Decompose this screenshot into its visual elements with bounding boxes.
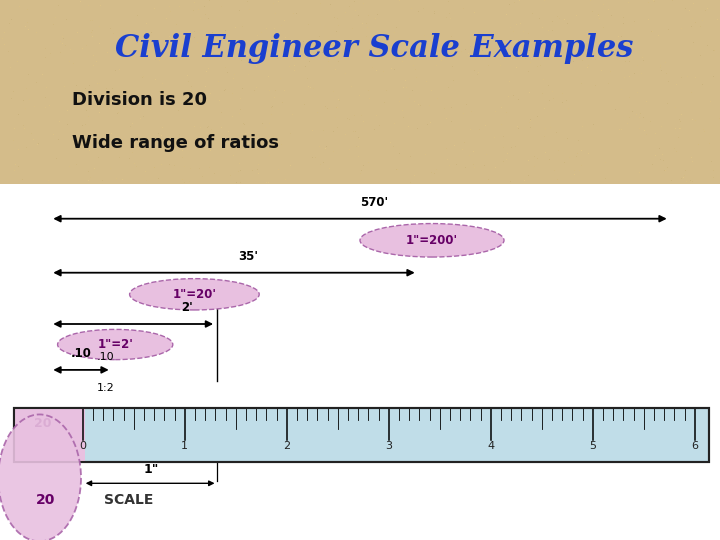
Ellipse shape <box>58 329 173 360</box>
FancyBboxPatch shape <box>0 0 720 184</box>
Text: 1:2: 1:2 <box>97 383 115 394</box>
Text: 2: 2 <box>283 441 290 451</box>
Text: .10: .10 <box>97 352 114 362</box>
FancyBboxPatch shape <box>0 184 720 540</box>
Text: 6: 6 <box>691 441 698 451</box>
Text: 570': 570' <box>360 196 389 209</box>
Text: 1"=20': 1"=20' <box>172 288 217 301</box>
Text: 3: 3 <box>385 441 392 451</box>
FancyBboxPatch shape <box>14 408 85 462</box>
Text: Wide range of ratios: Wide range of ratios <box>72 134 279 152</box>
Text: Civil Engineer Scale Examples: Civil Engineer Scale Examples <box>115 33 634 64</box>
Text: 1"=200': 1"=200' <box>406 234 458 247</box>
Text: .10: .10 <box>71 347 91 360</box>
Text: 2': 2' <box>181 301 193 314</box>
Text: 1"=2': 1"=2' <box>97 338 133 351</box>
Text: 35': 35' <box>238 250 258 263</box>
Text: SCALE: SCALE <box>104 492 154 507</box>
Ellipse shape <box>360 224 504 257</box>
Text: 20: 20 <box>35 417 52 430</box>
Ellipse shape <box>0 415 81 540</box>
Text: 1: 1 <box>181 441 189 451</box>
FancyBboxPatch shape <box>14 408 709 462</box>
Text: 0: 0 <box>79 441 86 451</box>
Text: 20: 20 <box>36 492 55 507</box>
Text: 4: 4 <box>487 441 495 451</box>
Text: 1": 1" <box>143 463 159 476</box>
Ellipse shape <box>130 279 259 310</box>
Text: Division is 20: Division is 20 <box>72 91 207 109</box>
Text: 5: 5 <box>589 441 596 451</box>
